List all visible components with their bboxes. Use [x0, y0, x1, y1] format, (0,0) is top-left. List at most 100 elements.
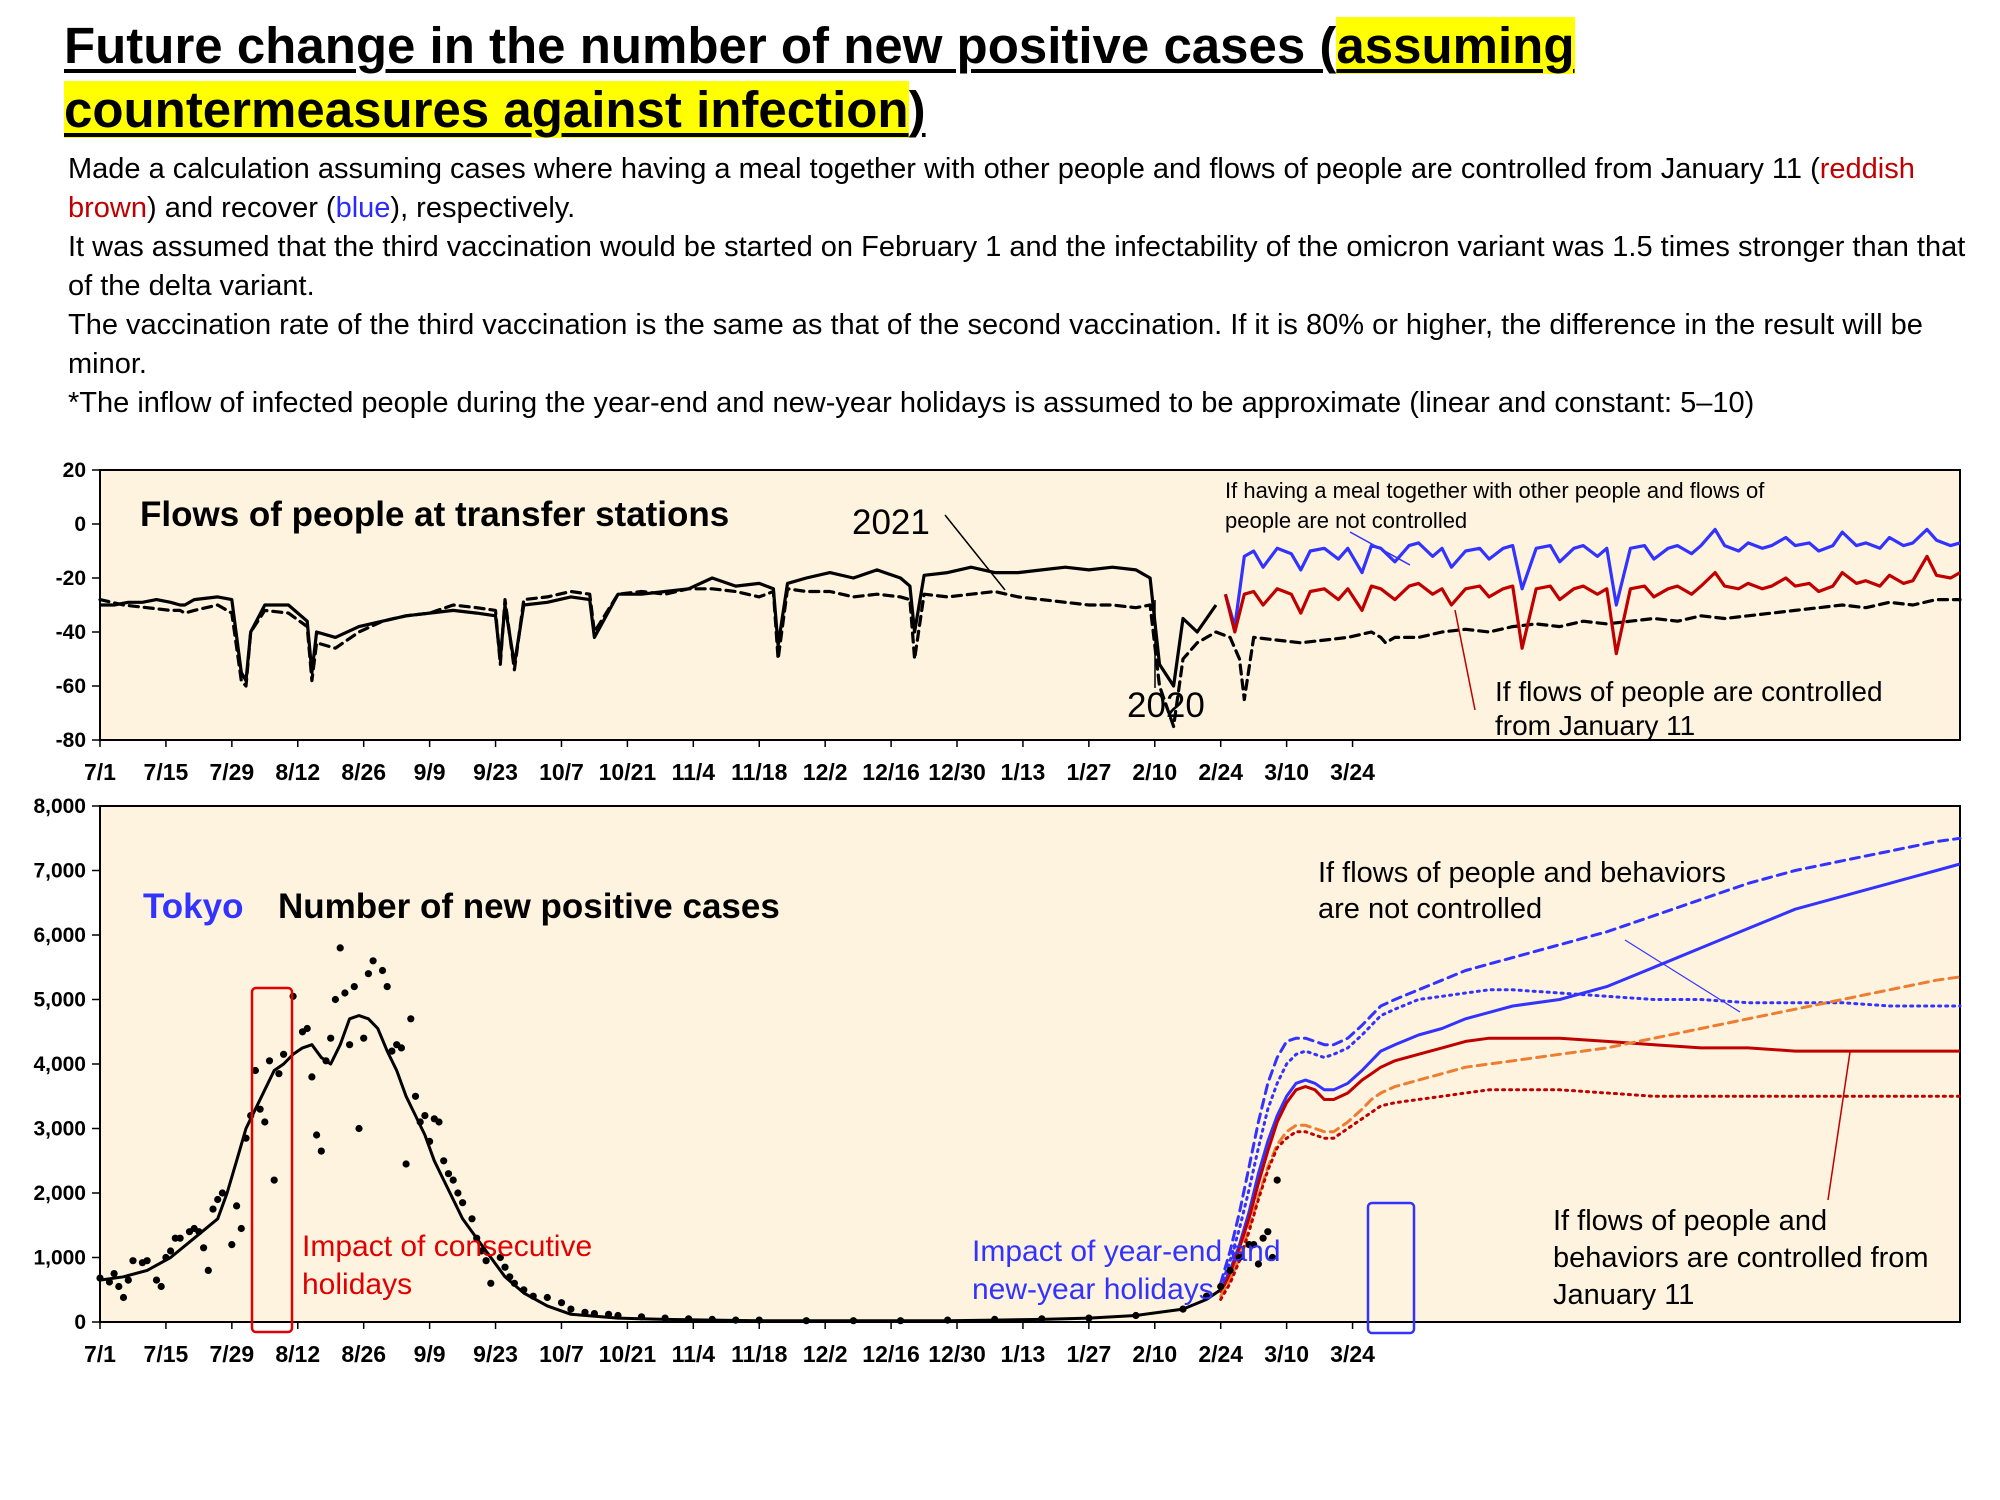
flows-x-tick-label: 11/18 — [731, 759, 787, 785]
daily-case-point — [331, 995, 339, 1004]
controlled-label: If flows of people and behaviors are con… — [1553, 1205, 1929, 1311]
cases-x-tick-label: 12/2 — [803, 1341, 848, 1367]
daily-case-point — [275, 1070, 283, 1078]
cases-x-tick-label: 12/16 — [862, 1341, 920, 1367]
daily-case-point — [468, 1215, 476, 1223]
label-not-controlled-leader — [1349, 531, 1411, 566]
description-red-text: reddish brown — [68, 153, 1915, 224]
not-controlled-label: If flows of people and behaviors are not… — [1318, 857, 1726, 925]
daily-case-point — [1259, 1234, 1267, 1242]
daily-case-point — [313, 1131, 321, 1139]
daily-case-point — [1085, 1314, 1093, 1322]
daily-case-point — [849, 1317, 858, 1325]
cases-y-tick-label: 0 — [74, 1311, 86, 1334]
daily-case-point — [233, 1202, 241, 1210]
daily-case-point — [1132, 1311, 1140, 1320]
cases-y-tick-label: 8,000 — [33, 795, 86, 818]
cases-x-tick-label: 1/13 — [1001, 1341, 1046, 1367]
daily-case-point — [270, 1176, 278, 1184]
flows-x-tick-label: 1/13 — [1001, 759, 1046, 785]
daily-case-point — [115, 1282, 123, 1291]
cases-x-tick-label: 2/10 — [1132, 1341, 1177, 1367]
flows-chart-title: Flows of people at transfer stations — [140, 495, 729, 534]
daily-case-point — [1254, 1260, 1262, 1268]
daily-case-point — [529, 1292, 537, 1300]
cases-chart-plot-area — [99, 805, 1961, 1323]
daily-case-point — [303, 1024, 311, 1033]
holidays2-label: Impact of year-end and new-year holidays — [972, 1235, 1281, 1306]
daily-case-point — [1268, 1253, 1277, 1262]
description-line-3: The vaccination rate of the third vaccin… — [68, 309, 1923, 380]
daily-case-point — [209, 1205, 217, 1213]
description-text: Made a calculation assuming cases where … — [68, 153, 1820, 185]
daily-case-point — [411, 1092, 420, 1100]
daily-case-point — [195, 1228, 203, 1236]
flows-x-tick-label: 8/12 — [275, 759, 320, 785]
daily-case-point — [346, 1041, 354, 1049]
daily-case-point — [426, 1137, 434, 1145]
flows-x-tick-label: 1/27 — [1066, 759, 1111, 785]
daily-case-point — [228, 1241, 236, 1249]
flows-y-tick-label: -20 — [56, 567, 86, 590]
daily-case-point — [1038, 1315, 1046, 1323]
daily-case-point — [496, 1253, 504, 1262]
flows-y-tick-label: 0 — [74, 513, 86, 536]
not-controlled-label-leader — [1624, 939, 1741, 1013]
cases-y-tick-label: 4,000 — [33, 1053, 86, 1076]
daily-case-point — [991, 1315, 999, 1323]
daily-case-point — [459, 1199, 467, 1207]
daily-case-point — [322, 1057, 330, 1065]
cases-x-tick-label: 7/29 — [209, 1341, 254, 1367]
flows-x-tick-label: 12/2 — [803, 759, 848, 785]
daily-case-point — [350, 983, 358, 991]
title-part1: Future change in the number of new posit… — [64, 17, 1337, 74]
flows-x-tick-label: 3/24 — [1330, 759, 1375, 785]
daily-case-point — [167, 1247, 175, 1255]
daily-case-point — [200, 1244, 208, 1252]
cases-chart-y-axis: 8,000 7,000 6,000 5,000 4,000 3,000 2,000 1,000… — [33, 795, 100, 1334]
cases-series-line — [1219, 836, 1962, 1285]
daily-case-point — [421, 1112, 429, 1120]
daily-case-point — [685, 1315, 693, 1323]
daily-case-point — [506, 1273, 514, 1281]
flows-series-line — [1223, 554, 1961, 656]
flows-chart-y-axis: 20 0 -20 -40 -60 -80 — [56, 459, 100, 752]
daily-case-point — [143, 1257, 151, 1265]
daily-case-point — [242, 1134, 250, 1142]
cases-chart-series — [99, 836, 1962, 1323]
controlled-label-leader — [1827, 1051, 1851, 1201]
daily-case-point — [157, 1282, 165, 1291]
daily-case-point — [124, 1276, 132, 1284]
cases-y-tick-label: 3,000 — [33, 1118, 86, 1141]
daily-case-point — [444, 1170, 453, 1178]
flows-chart-plot-area — [99, 469, 1961, 741]
daily-case-point — [944, 1316, 952, 1324]
label-2021: 2021 — [852, 503, 930, 542]
flows-x-tick-label: 2/24 — [1198, 759, 1243, 785]
cases-x-tick-label: 7/1 — [84, 1341, 116, 1367]
title-part2: ) — [908, 81, 926, 138]
label-controlled-box: If flows of people are controlled from J… — [1495, 676, 1883, 741]
daily-case-point — [397, 1044, 405, 1052]
daily-case-point — [605, 1310, 613, 1318]
flows-x-tick-label: 3/10 — [1264, 759, 1309, 785]
daily-case-point — [1179, 1305, 1187, 1313]
label-controlled-leader — [1454, 609, 1476, 711]
cases-x-tick-label: 9/9 — [414, 1341, 446, 1367]
daily-case-point — [407, 1015, 415, 1023]
holidays-highlight-box — [250, 986, 294, 1334]
daily-case-point — [520, 1286, 528, 1294]
daily-case-point — [204, 1266, 212, 1274]
label-2020: 2020 — [1127, 686, 1205, 725]
daily-case-point — [96, 1274, 104, 1282]
daily-case-point — [449, 1176, 457, 1184]
cases-x-tick-label: 8/26 — [341, 1341, 386, 1367]
flows-x-tick-label: 7/29 — [209, 759, 254, 785]
cases-x-tick-label: 3/10 — [1264, 1341, 1309, 1367]
daily-case-point — [454, 1189, 462, 1197]
daily-case-point — [1264, 1228, 1272, 1236]
cases-series-line — [1219, 862, 1961, 1291]
flows-x-tick-label: 9/23 — [473, 759, 518, 785]
cases-chart-x-axis: 7/1 7/15 7/29 8/12 8/26 9/9 9/23 10/7 10/21 11/4 1… — [84, 1322, 1375, 1367]
cases-x-tick-label: 11/18 — [731, 1341, 787, 1367]
